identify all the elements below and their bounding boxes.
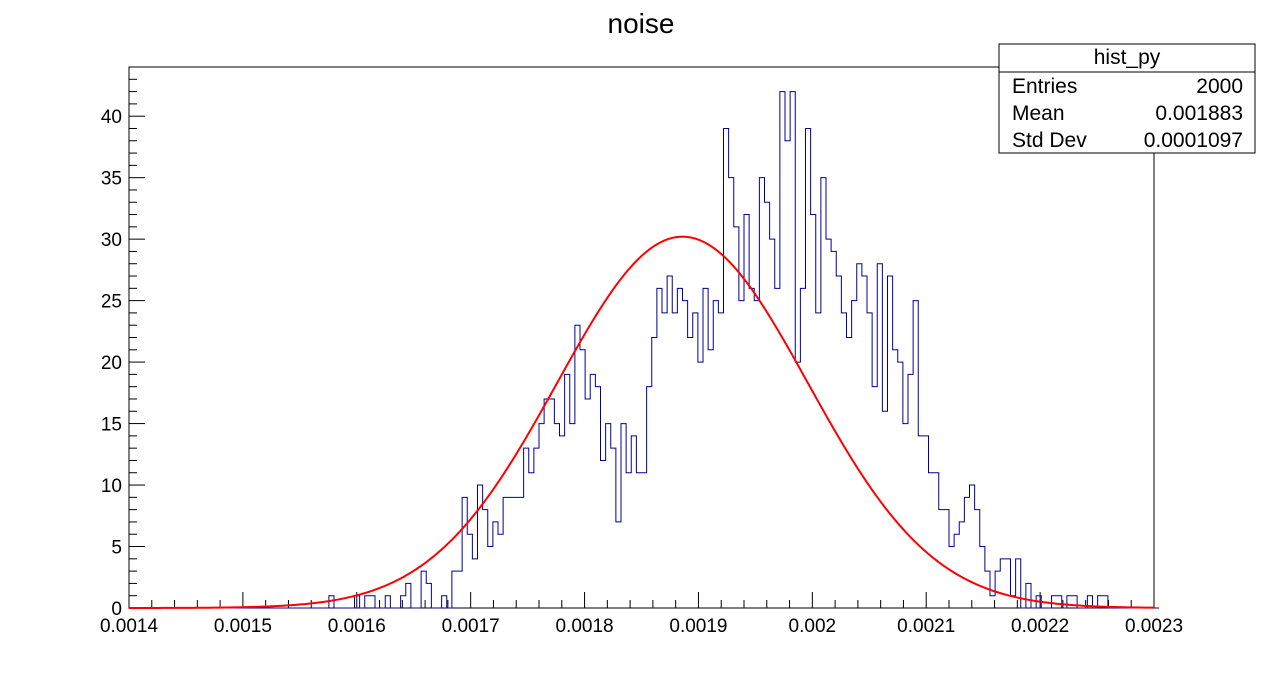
y-tick-label: 10	[101, 476, 122, 497]
y-axis: 0 5 10 15 20 25 30 35 40	[101, 66, 145, 620]
gaussian-fit-curve	[129, 235, 1155, 609]
stats-entries-value: 2000	[1196, 75, 1243, 98]
y-tick-label: 0	[111, 599, 122, 620]
y-tick-label: 5	[111, 538, 122, 559]
stats-entries-label: Entries	[1012, 75, 1077, 98]
stats-mean-label: Mean	[1012, 102, 1065, 125]
y-tick-label: 30	[101, 230, 122, 251]
x-tick-label: 0.0023	[1125, 616, 1183, 637]
x-tick-label: 0.002	[789, 616, 837, 637]
stats-stddev-label: Std Dev	[1012, 129, 1087, 152]
stats-stddev-value: 0.0001097	[1144, 129, 1243, 152]
x-tick-label: 0.0021	[897, 616, 955, 637]
chart-title: noise	[608, 8, 675, 39]
y-tick-label: 25	[101, 292, 122, 313]
x-tick-label: 0.0018	[555, 616, 613, 637]
stats-box: hist_py Entries 2000 Mean 0.001883 Std D…	[998, 43, 1256, 154]
x-tick-label: 0.0019	[669, 616, 727, 637]
x-tick-label: 0.0016	[328, 616, 386, 637]
stats-box-title: hist_py	[1094, 46, 1161, 69]
x-axis: 0.0014 0.0015 0.0016 0.0017 0.0018 0.0019 0.00…	[100, 592, 1183, 637]
y-tick-label: 35	[101, 169, 122, 190]
y-tick-label: 15	[101, 415, 122, 436]
y-tick-label: 40	[101, 107, 122, 128]
x-tick-label: 0.0017	[442, 616, 500, 637]
y-tick-label: 20	[101, 353, 122, 374]
stats-mean-value: 0.001883	[1155, 102, 1243, 125]
x-tick-label: 0.0022	[1011, 616, 1069, 637]
x-tick-label: 0.0014	[100, 616, 159, 637]
stats-box-frame	[998, 43, 1256, 154]
histogram-series	[129, 91, 1160, 609]
x-tick-label: 0.0015	[214, 616, 272, 637]
